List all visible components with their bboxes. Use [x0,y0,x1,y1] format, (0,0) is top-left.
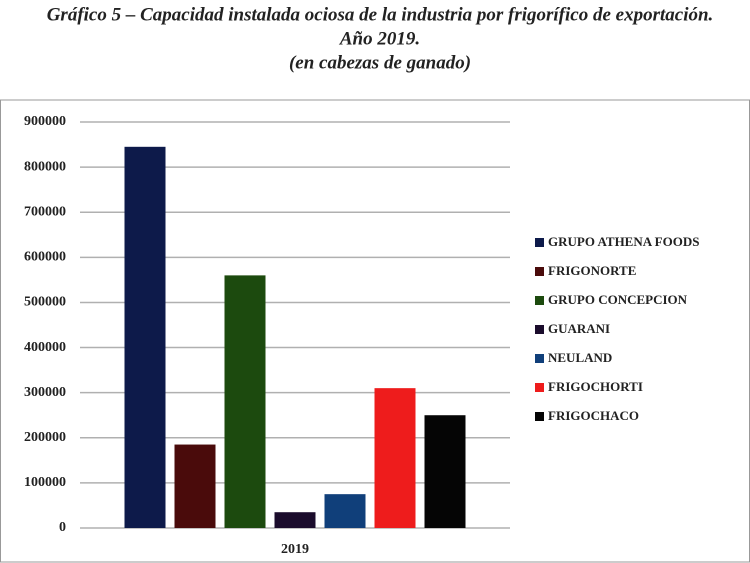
x-tick-label: 2019 [281,542,309,557]
bar [374,388,416,528]
y-tick-label: 800000 [24,159,66,174]
y-tick-label: 0 [59,520,66,535]
legend-swatch [535,267,544,276]
y-tick-label: 400000 [24,340,66,355]
legend-label: FRIGOCHACO [548,408,639,423]
legend-label: FRIGONORTE [548,263,636,278]
y-tick-label: 600000 [24,250,66,265]
legend-label: GUARANI [548,321,610,336]
legend-label: NEULAND [548,350,612,365]
chart-title: Gráfico 5 – Capacidad instalada ociosa d… [47,4,714,25]
legend-swatch [535,383,544,392]
bar [424,415,466,528]
bar [174,444,216,528]
chart-title: (en cabezas de ganado) [289,52,471,73]
legend-swatch [535,354,544,363]
bar [274,512,316,528]
legend-swatch [535,238,544,247]
y-tick-label: 700000 [24,204,66,219]
y-tick-label: 100000 [24,475,66,490]
bar [124,146,166,529]
legend-swatch [535,296,544,305]
y-tick-label: 200000 [24,430,66,445]
y-tick-label: 900000 [24,114,66,129]
legend-label: FRIGOCHORTI [548,379,643,394]
y-tick-label: 500000 [24,295,66,310]
bar [324,494,366,528]
legend-swatch [535,412,544,421]
chart-title: Año 2019. [339,28,420,49]
bar [224,275,266,528]
legend-label: GRUPO ATHENA FOODS [548,234,699,249]
legend-swatch [535,325,544,334]
legend-label: GRUPO CONCEPCION [548,292,688,307]
y-tick-label: 300000 [24,385,66,400]
